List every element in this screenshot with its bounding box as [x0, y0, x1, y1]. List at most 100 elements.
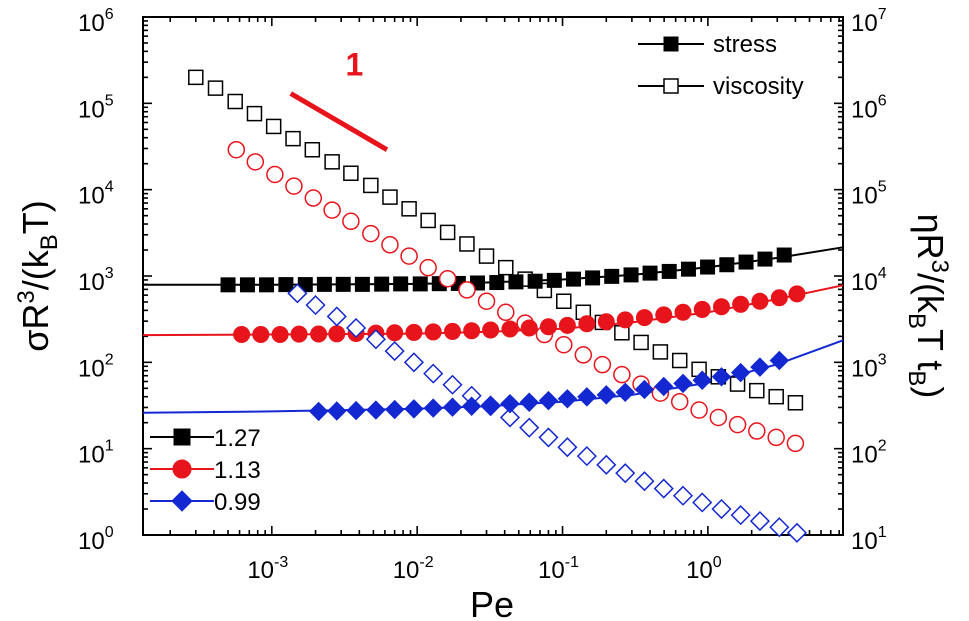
stress-point-0.99 [327, 401, 347, 421]
stress-point-0.99 [692, 370, 712, 390]
stress-point-1.27 [259, 277, 275, 293]
y-right-title-rest: /(k [910, 273, 951, 314]
stress-point-1.27 [700, 259, 716, 275]
y-left-tick-exponent: 6 [105, 6, 114, 23]
stress-point-1.13 [597, 313, 615, 331]
viscosity-point-0.99 [730, 505, 751, 526]
stress-point-1.13 [386, 324, 404, 342]
stress-point-1.13 [520, 319, 538, 337]
legend-series-label: 0.99 [214, 489, 261, 516]
viscosity-point-1.13 [362, 224, 380, 243]
viscosity-point-0.99 [326, 306, 347, 327]
viscosity-point-1.27 [207, 80, 224, 96]
stress-point-0.99 [519, 392, 539, 412]
viscosity-point-0.99 [653, 478, 674, 499]
stress-point-1.13 [482, 321, 500, 339]
legends-layer: stress viscosity 1.27 1.13 0.99 [150, 31, 804, 516]
y-left-title-rest: /(k [15, 249, 56, 290]
y-right-tick-exponent: 1 [878, 524, 887, 541]
y-left-title-end: T) [15, 200, 56, 234]
legend-series-marker-1.27 [173, 428, 191, 446]
viscosity-point-0.99 [576, 446, 597, 467]
viscosity-point-1.27 [343, 165, 359, 181]
y-right-tick-label: 103 [851, 351, 887, 382]
legend-type-label: stress [713, 31, 777, 58]
y-right-title-sup: 3 [926, 260, 953, 273]
viscosity-point-0.99 [711, 498, 732, 520]
stress-point-1.27 [566, 271, 582, 287]
viscosity-point-0.99 [634, 471, 655, 492]
legend-stress-marker [663, 36, 679, 52]
x-tick-exponent: -3 [274, 554, 288, 571]
viscosity-point-1.27 [227, 93, 243, 110]
legend-viscosity-marker [663, 78, 679, 94]
stress-point-1.27 [393, 276, 409, 292]
stress-point-1.27 [719, 257, 735, 273]
viscosity-point-1.13 [497, 303, 515, 322]
y-left-tick-base: 10 [78, 10, 105, 37]
y-left-tick-label: 103 [78, 265, 114, 296]
stress-point-1.27 [776, 247, 792, 263]
y-right-title-base: ηR [910, 214, 951, 260]
stress-point-0.99 [750, 357, 770, 377]
x-tick-base: 10 [686, 557, 713, 584]
y-left-tick-exponent: 4 [105, 179, 114, 196]
stress-point-1.13 [252, 326, 270, 344]
stress-point-0.99 [577, 387, 597, 407]
stress-point-0.99 [654, 376, 674, 397]
viscosity-point-1.27 [188, 69, 204, 86]
y-right-tick-label: 106 [851, 92, 887, 123]
stress-point-1.13 [463, 322, 481, 340]
viscosity-point-1.27 [671, 352, 688, 369]
viscosity-point-1.27 [401, 201, 417, 217]
viscosity-point-0.99 [557, 437, 578, 458]
viscosity-point-0.99 [442, 374, 463, 395]
stress-point-1.13 [770, 289, 788, 307]
y-left-tick-base: 10 [78, 528, 105, 555]
viscosity-point-1.27 [652, 344, 669, 360]
viscosity-point-1.13 [786, 434, 805, 453]
y-right-tick-label: 107 [851, 6, 887, 37]
stress-point-1.13 [290, 325, 308, 343]
stress-point-1.27 [527, 273, 543, 289]
y-left-tick-base: 10 [78, 183, 105, 210]
viscosity-point-1.13 [419, 258, 437, 277]
viscosity-point-1.13 [709, 408, 728, 427]
y-left-title-sub: B [36, 234, 63, 250]
stress-point-0.99 [480, 395, 501, 415]
stress-point-1.13 [443, 322, 461, 340]
stress-point-1.27 [220, 277, 236, 293]
y-right-tick-base: 10 [851, 442, 878, 469]
stress-point-1.27 [508, 274, 524, 290]
y-left-tick-base: 10 [78, 442, 105, 469]
viscosity-point-1.13 [748, 422, 766, 440]
x-axis-title: Pe [470, 584, 514, 621]
viscosity-point-1.13 [690, 401, 708, 419]
y-left-tick-exponent: 5 [105, 92, 114, 109]
y-right-tick-exponent: 2 [878, 438, 887, 455]
legend-series-marker-0.99 [171, 490, 193, 512]
stress-point-0.99 [615, 382, 635, 402]
viscosity-point-1.13 [438, 269, 457, 288]
stress-point-1.13 [655, 306, 673, 324]
stress-point-1.27 [489, 275, 505, 291]
y-left-title-sup: 3 [13, 290, 40, 303]
viscosity-point-0.99 [596, 454, 617, 475]
y-right-tick-exponent: 7 [878, 6, 887, 23]
legend-type-label: viscosity [713, 73, 804, 100]
stress-point-1.27 [412, 276, 428, 292]
y-left-tick-exponent: 2 [105, 351, 114, 368]
stress-point-1.27 [335, 276, 351, 292]
viscosity-point-1.13 [304, 189, 323, 207]
y-left-tick-base: 10 [78, 269, 105, 296]
markers-layer [188, 69, 808, 543]
viscosity-point-1.13 [670, 392, 689, 411]
stress-point-1.27 [546, 272, 562, 288]
stress-point-0.99 [500, 393, 520, 414]
stress-point-1.27 [757, 251, 773, 267]
viscosity-point-1.13 [381, 236, 399, 254]
stress-point-1.27 [585, 270, 601, 286]
stress-point-0.99 [673, 373, 693, 394]
stress-point-0.99 [634, 379, 655, 400]
viscosity-point-0.99 [423, 363, 444, 384]
